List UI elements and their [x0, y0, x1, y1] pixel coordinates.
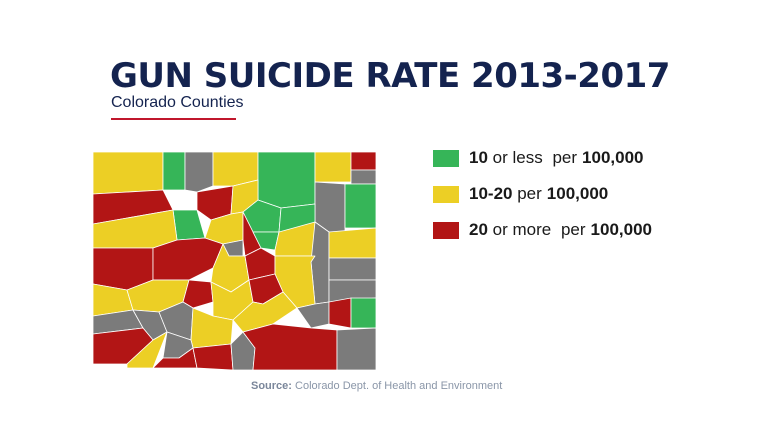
legend-unit: 100,000 [582, 148, 644, 167]
legend-unit: 100,000 [546, 184, 609, 203]
county-shape [350, 297, 377, 329]
legend-swatch-red [433, 221, 459, 239]
county-shape [126, 331, 168, 369]
county-shape [192, 343, 234, 370]
legend-unit: 100,000 [590, 220, 652, 239]
source-note: Source: Colorado Dept. of Health and Env… [251, 380, 502, 392]
county-shape [350, 152, 377, 171]
legend-unit-prefix: per [517, 184, 542, 203]
map-title: GUN SUICIDE RATE 2013-2017 [110, 56, 670, 96]
county-shape [296, 301, 330, 329]
legend: 10 or less per 100,000 10-20 per 100,000 2… [433, 148, 652, 256]
legend-swatch-yellow [433, 185, 459, 203]
county-shape [257, 152, 316, 209]
county-shape [328, 227, 377, 259]
legend-unit-prefix: per [560, 220, 586, 239]
map-subtitle: Colorado Counties [111, 94, 244, 111]
legend-unit-prefix: per [552, 148, 578, 167]
title-underline [111, 118, 236, 120]
county-shape [242, 323, 338, 370]
county-shape [336, 327, 377, 370]
county-shape [212, 152, 259, 187]
source-text: Colorado Dept. of Health and Environment [295, 380, 503, 392]
county-shape [314, 181, 346, 233]
county-shape [172, 209, 206, 241]
legend-range: 10-20 [469, 184, 513, 203]
legend-item-high: 20 or more per 100,000 [433, 220, 652, 240]
county-shape [350, 169, 377, 185]
county-shape [314, 152, 352, 183]
county-shape [182, 279, 214, 309]
county-shape [93, 152, 164, 195]
source-label: Source: [251, 380, 292, 392]
legend-range: 20 [469, 220, 488, 239]
county-shape [162, 152, 186, 191]
legend-qualifier: or less [492, 148, 543, 167]
county-shape [152, 347, 198, 369]
county-shape [344, 183, 377, 229]
legend-range: 10 [469, 148, 488, 167]
legend-qualifier: or more [492, 220, 552, 239]
county-shape [184, 152, 214, 193]
colorado-county-map [93, 152, 377, 370]
county-shape [328, 297, 352, 329]
legend-swatch-green [433, 149, 459, 167]
legend-item-mid: 10-20 per 100,000 [433, 184, 652, 204]
legend-item-low: 10 or less per 100,000 [433, 148, 652, 168]
county-shape [328, 257, 377, 281]
